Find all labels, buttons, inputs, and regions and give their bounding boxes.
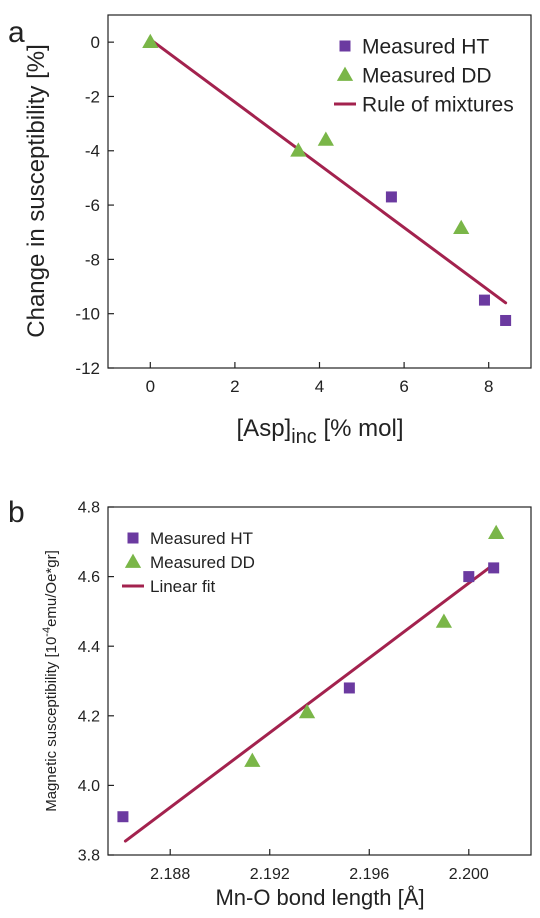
data-point-ht bbox=[117, 811, 129, 823]
data-point-dd bbox=[453, 219, 470, 235]
legend-swatch bbox=[124, 553, 142, 568]
y-tick-label: -4 bbox=[85, 142, 100, 161]
legend-label: Measured HT bbox=[150, 529, 253, 548]
plot-frame-b bbox=[107, 506, 532, 856]
x-tick-label: 2.192 bbox=[250, 866, 290, 883]
x-tick-label: 2 bbox=[230, 377, 239, 396]
data-point-ht bbox=[463, 571, 475, 583]
x-tick-label: 0 bbox=[146, 377, 155, 396]
y-tick-label: 0 bbox=[91, 33, 100, 52]
x-tick-label: 2.200 bbox=[449, 866, 489, 883]
data-marks-b bbox=[117, 524, 505, 843]
axis-ticks-a: 0 2 4 6 8 0 -2 -4 -6 -8 -10 -12 bbox=[75, 33, 493, 396]
x-tick-label: 2.188 bbox=[150, 866, 190, 883]
legend-swatch bbox=[339, 40, 351, 52]
y-tick-label: -10 bbox=[75, 305, 100, 324]
data-point-ht bbox=[385, 191, 397, 203]
y-axis-label-b-sup: -4 bbox=[41, 627, 53, 637]
legend-label: Measured DD bbox=[150, 553, 255, 572]
y-tick-label: 4.8 bbox=[78, 500, 100, 517]
chart-panel-b: b 2.188 2.192 2.196 2.200 3.8 4.0 4.2 4.4 4.6 4.8… bbox=[8, 496, 532, 910]
y-tick-label: 4.0 bbox=[78, 778, 100, 795]
data-point-dd bbox=[435, 613, 453, 628]
data-point-ht bbox=[500, 314, 512, 326]
legend-b: Measured HT Measured DD Linear fit bbox=[122, 529, 255, 596]
y-axis-label-a: Change in susceptibility [%] bbox=[23, 44, 50, 337]
legend-swatch bbox=[336, 66, 354, 81]
y-tick-label: -8 bbox=[85, 250, 100, 269]
legend-a: Measured HT Measured DD Rule of mixtures bbox=[334, 36, 514, 117]
data-marks-a bbox=[142, 33, 512, 326]
y-tick-label: 4.2 bbox=[78, 708, 100, 725]
data-point-dd bbox=[298, 703, 316, 719]
data-point-dd bbox=[317, 131, 334, 146]
x-tick-label: 4 bbox=[315, 377, 324, 396]
y-tick-label: -2 bbox=[85, 87, 100, 106]
data-point-ht bbox=[343, 682, 355, 694]
fit-line bbox=[123, 562, 496, 843]
y-tick-label: 4.6 bbox=[78, 569, 100, 586]
y-tick-label: 4.4 bbox=[78, 639, 100, 656]
legend-label: Measured HT bbox=[362, 36, 489, 59]
y-tick-label: 3.8 bbox=[78, 848, 100, 865]
x-tick-label: 2.196 bbox=[349, 866, 389, 883]
legend-swatch bbox=[127, 532, 139, 544]
panel-label-a: a bbox=[8, 16, 25, 49]
x-axis-label-a: [Asp]inc [% mol] bbox=[237, 415, 404, 448]
data-point-ht bbox=[478, 294, 490, 306]
data-point-dd bbox=[244, 752, 261, 767]
axis-ticks-b: 2.188 2.192 2.196 2.200 3.8 4.0 4.2 4.4 4.6 4.8 bbox=[78, 500, 489, 883]
data-point-dd bbox=[488, 524, 505, 539]
x-axis-label-a-main: [Asp] bbox=[237, 415, 292, 442]
x-axis-label-b: Mn-O bond length [Å] bbox=[215, 885, 424, 910]
legend-label: Linear fit bbox=[150, 577, 215, 596]
x-axis-label-a-suffix: [% mol] bbox=[317, 415, 404, 442]
y-tick-label: -12 bbox=[75, 359, 100, 378]
x-tick-label: 8 bbox=[484, 377, 493, 396]
legend-label: Measured DD bbox=[362, 65, 492, 88]
y-tick-label: -6 bbox=[85, 196, 100, 215]
fit-line bbox=[148, 37, 508, 305]
panel-label-b: b bbox=[8, 496, 25, 529]
x-tick-label: 6 bbox=[399, 377, 408, 396]
data-point-dd bbox=[290, 142, 307, 157]
y-axis-label-b-suffix: emu/Oe*gr] bbox=[43, 550, 60, 627]
legend-label: Rule of mixtures bbox=[362, 94, 514, 117]
data-point-ht bbox=[488, 562, 500, 574]
x-axis-label-a-sub: inc bbox=[291, 426, 317, 448]
data-point-dd bbox=[142, 33, 159, 49]
y-axis-label-b-main: Magnetic susceptibility [10 bbox=[43, 637, 60, 812]
chart-panel-a: a 0 2 4 6 80-2-4-6-8-10-12 Measured HTMeasur… bbox=[8, 14, 532, 448]
y-axis-label-b: Magnetic susceptibility [10-4emu/Oe*gr] bbox=[41, 550, 60, 812]
